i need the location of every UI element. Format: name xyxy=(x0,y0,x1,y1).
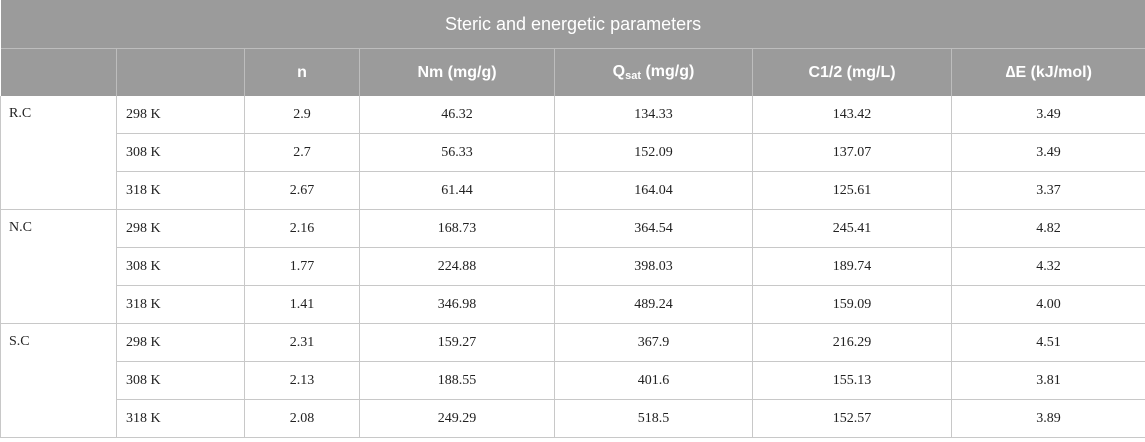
header-n: n xyxy=(244,48,360,96)
de-cell: 3.81 xyxy=(950,361,1145,400)
nm-cell: 249.29 xyxy=(359,399,555,438)
table-row: 318 K 2.67 61.44 164.04 125.61 3.37 xyxy=(1,171,1145,210)
qsat-cell: 364.54 xyxy=(554,209,753,248)
header-qsat-unit: (mg/g) xyxy=(641,63,695,80)
nm-cell: 224.88 xyxy=(359,247,555,286)
n-cell: 2.9 xyxy=(244,96,360,134)
c12-cell: 125.61 xyxy=(752,171,952,210)
table-row: 308 K 1.77 224.88 398.03 189.74 4.32 xyxy=(1,247,1145,286)
temperature-cell: 298 K xyxy=(116,323,245,362)
n-cell: 2.16 xyxy=(244,209,360,248)
c12-cell: 216.29 xyxy=(752,323,952,362)
n-cell: 2.67 xyxy=(244,171,360,210)
qsat-cell: 398.03 xyxy=(554,247,753,286)
header-temperature xyxy=(116,48,245,96)
c12-cell: 189.74 xyxy=(752,247,952,286)
header-qsat: Qsat (mg/g) xyxy=(554,48,753,96)
header-nm: Nm (mg/g) xyxy=(359,48,555,96)
header-qsat-base: Q xyxy=(612,63,626,80)
temperature-cell: 298 K xyxy=(116,96,245,134)
table-row: N.C 298 K 2.16 168.73 364.54 245.41 4.82 xyxy=(0,209,1145,324)
nm-cell: 168.73 xyxy=(359,209,555,248)
c12-cell: 159.09 xyxy=(752,285,952,324)
de-cell: 4.00 xyxy=(950,285,1145,324)
de-cell: 3.89 xyxy=(950,399,1145,438)
n-cell: 2.13 xyxy=(244,361,360,400)
nm-cell: 159.27 xyxy=(359,323,555,362)
n-cell: 2.31 xyxy=(244,323,360,362)
qsat-cell: 518.5 xyxy=(554,399,753,438)
temperature-cell: 318 K xyxy=(116,171,245,210)
c12-cell: 137.07 xyxy=(752,133,952,172)
nm-cell: 346.98 xyxy=(359,285,555,324)
nm-cell: 46.32 xyxy=(359,96,555,134)
nm-cell: 188.55 xyxy=(359,361,555,400)
column-header-row: n Nm (mg/g) Qsat (mg/g) C1/2 (mg/L) ∆E (… xyxy=(0,48,1145,96)
header-c12: C1/2 (mg/L) xyxy=(752,48,952,96)
n-cell: 1.41 xyxy=(244,285,360,324)
table-row: S.C 298 K 2.31 159.27 367.9 216.29 4.51 xyxy=(0,323,1145,438)
table-title-row: Steric and energetic parameters xyxy=(0,0,1145,49)
c12-cell: 152.57 xyxy=(752,399,952,438)
header-delta-e: ∆E (kJ/mol) xyxy=(950,48,1145,96)
header-group xyxy=(0,48,117,96)
group-label: N.C xyxy=(0,209,117,324)
de-cell: 4.32 xyxy=(950,247,1145,286)
table-row: 308 K 2.13 188.55 401.6 155.13 3.81 xyxy=(1,361,1145,400)
c12-cell: 143.42 xyxy=(752,96,952,134)
table-title: Steric and energetic parameters xyxy=(0,0,1145,49)
temperature-cell: 318 K xyxy=(116,399,245,438)
group-label: S.C xyxy=(0,323,117,438)
qsat-cell: 134.33 xyxy=(554,96,753,134)
n-cell: 2.7 xyxy=(244,133,360,172)
qsat-cell: 367.9 xyxy=(554,323,753,362)
de-cell: 3.49 xyxy=(950,96,1145,134)
temperature-cell: 318 K xyxy=(116,285,245,324)
de-cell: 3.37 xyxy=(950,171,1145,210)
table-row: 308 K 2.7 56.33 152.09 137.07 3.49 xyxy=(1,133,1145,172)
temperature-cell: 308 K xyxy=(116,361,245,400)
table-row: R.C 298 K 2.9 46.32 134.33 143.42 3.49 xyxy=(0,96,1145,210)
qsat-cell: 164.04 xyxy=(554,171,753,210)
table-body: R.C 298 K 2.9 46.32 134.33 143.42 3.49 308 K 2.7… xyxy=(0,96,1145,438)
qsat-cell: 489.24 xyxy=(554,285,753,324)
n-cell: 2.08 xyxy=(244,399,360,438)
de-cell: 4.82 xyxy=(950,209,1145,248)
n-cell: 1.77 xyxy=(244,247,360,286)
temperature-cell: 308 K xyxy=(116,133,245,172)
group-label: R.C xyxy=(0,96,117,210)
nm-cell: 56.33 xyxy=(359,133,555,172)
c12-cell: 245.41 xyxy=(752,209,952,248)
temperature-cell: 308 K xyxy=(116,247,245,286)
qsat-cell: 152.09 xyxy=(554,133,753,172)
table-row: 318 K 2.08 249.29 518.5 152.57 3.89 xyxy=(1,399,1145,438)
c12-cell: 155.13 xyxy=(752,361,952,400)
nm-cell: 61.44 xyxy=(359,171,555,210)
header-qsat-subscript: sat xyxy=(625,70,642,82)
de-cell: 3.49 xyxy=(950,133,1145,172)
temperature-cell: 298 K xyxy=(116,209,245,248)
qsat-cell: 401.6 xyxy=(554,361,753,400)
table-row: 318 K 1.41 346.98 489.24 159.09 4.00 xyxy=(1,285,1145,324)
de-cell: 4.51 xyxy=(950,323,1145,362)
